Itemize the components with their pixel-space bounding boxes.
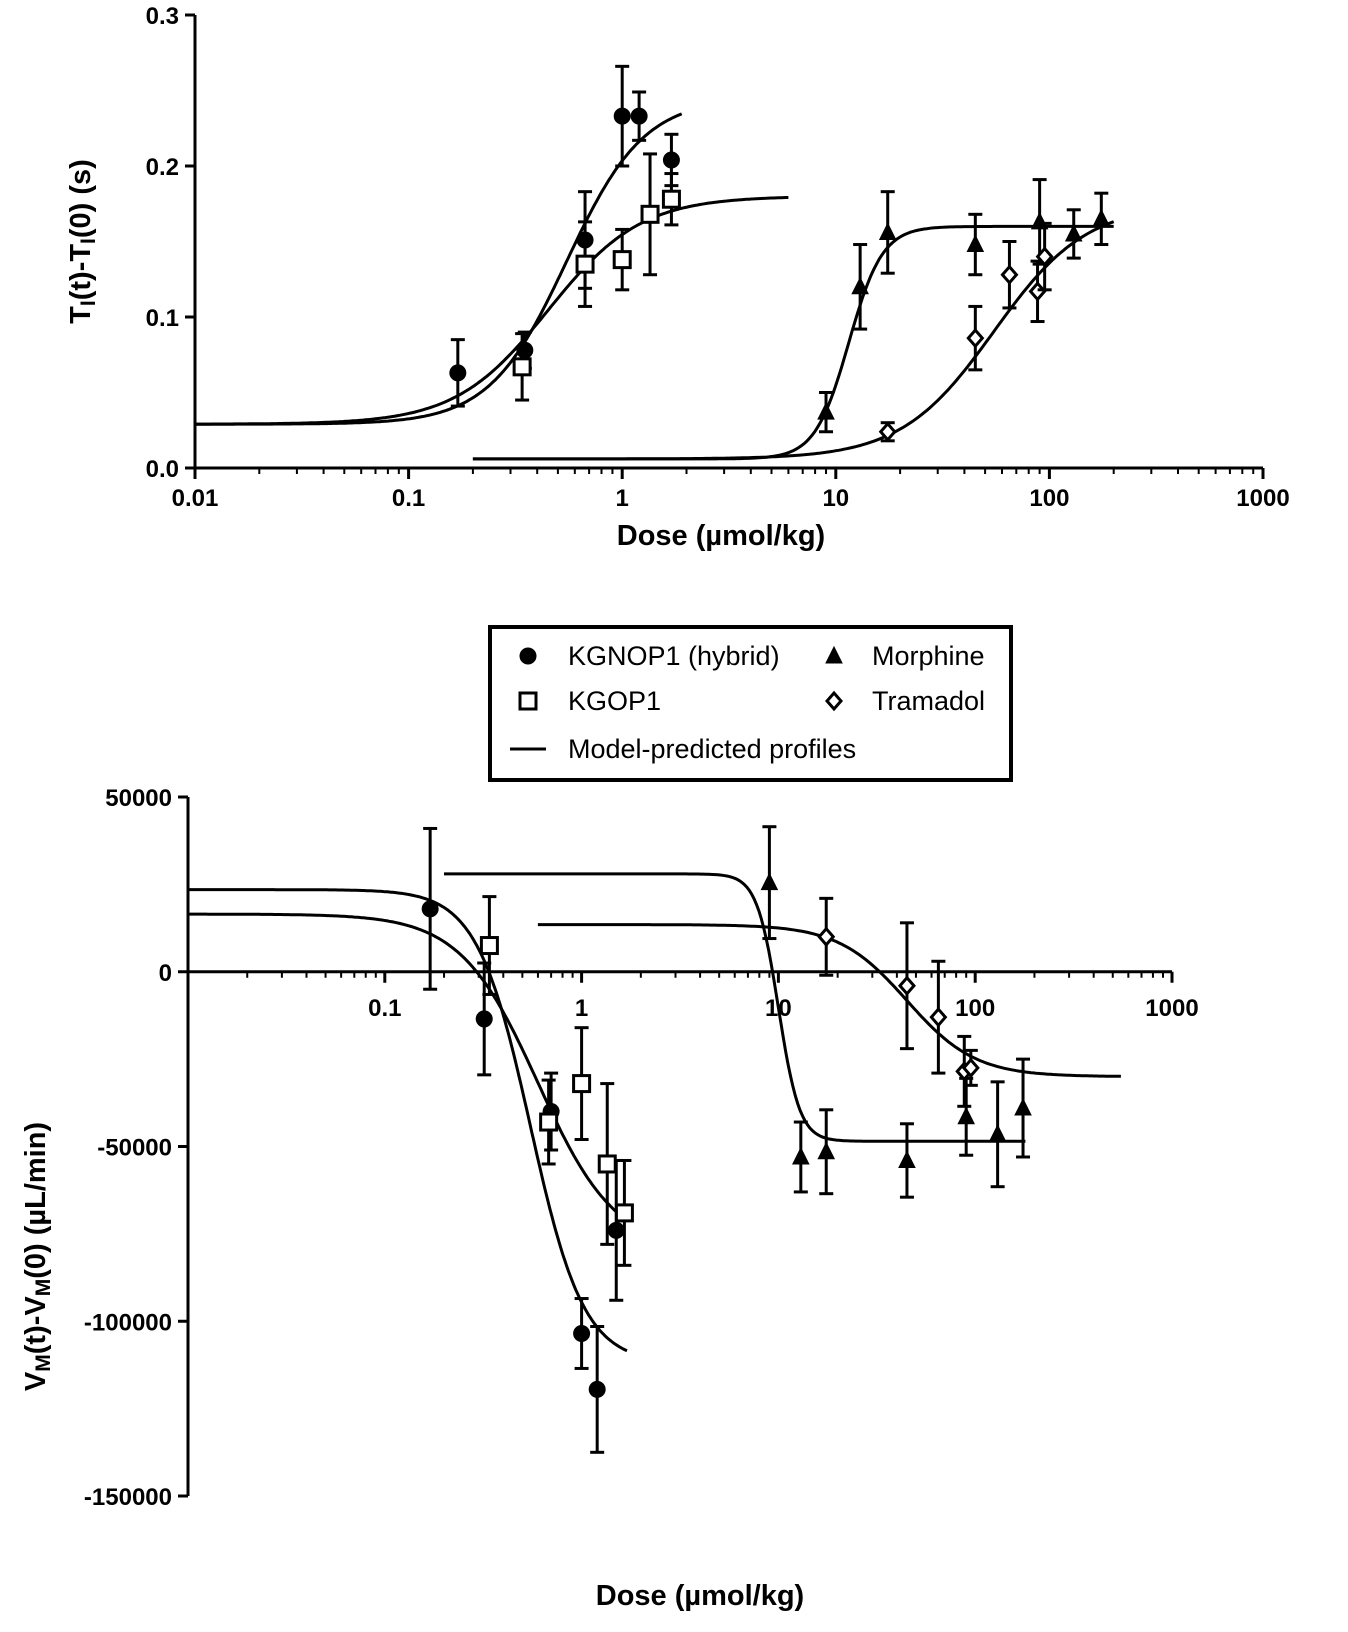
legend-label: KGOP1 (568, 686, 661, 716)
y-axis-title-part: (t)-T (65, 244, 97, 301)
top-fit-curve (195, 196, 789, 426)
bottom-data-point (898, 1150, 916, 1168)
top-fit-curve (472, 220, 1115, 461)
y-axis-title-part: I (77, 300, 100, 306)
legend-label: Model-predicted profiles (568, 734, 856, 764)
bottom-x-axis-title: Dose (µmol/kg) (596, 1580, 804, 1612)
bottom-data-point (817, 926, 836, 948)
top-data-point (1000, 264, 1019, 285)
top-data-point (662, 151, 680, 169)
bottom-x-tick-label: 1000 (1145, 995, 1198, 1022)
legend-marker (825, 645, 843, 664)
bottom-y-axis-title: VM(t)-VM(0) (µL/min) (20, 1122, 55, 1391)
y-axis-title-part: M (32, 1354, 55, 1372)
bottom-data-point (792, 1146, 810, 1165)
top-x-tick-label: 100 (1029, 485, 1069, 512)
legend-marker (518, 691, 538, 711)
bottom-data-point (479, 936, 499, 956)
top-data-point (575, 254, 595, 274)
y-axis-title-part: I (77, 238, 100, 244)
y-axis-title-part: (0) (µL/min) (20, 1122, 52, 1279)
top-data-point (1092, 208, 1111, 227)
bottom-data-point (597, 1154, 617, 1174)
top-x-tick-label: 0.01 (172, 485, 219, 512)
bottom-data-point (957, 1106, 976, 1125)
top-y-tick-label: 0.2 (146, 154, 179, 181)
top-data-point (516, 341, 534, 359)
legend-label: KGNOP1 (hybrid) (568, 641, 780, 671)
top-chart: 0.0 0.1 0.2 0.3 0.01 0.1 1 10 100 1000 Dose (µmol/… (65, 3, 1290, 552)
bottom-data-point (988, 1124, 1007, 1142)
bottom-data-point (421, 900, 439, 918)
y-axis-title-part: T (65, 306, 97, 324)
bottom-data-point (817, 1141, 836, 1160)
legend: KGNOP1 (hybrid) Morphine KGOP1 Tramadol Mode… (488, 625, 1013, 782)
top-data-point (966, 327, 985, 349)
top-fit-curve (195, 112, 683, 426)
top-data-point (512, 357, 532, 377)
legend-box (488, 625, 1013, 782)
y-axis-title-part: M (32, 1279, 55, 1297)
top-data-point (1035, 246, 1054, 267)
legend-label: Tramadol (872, 686, 985, 716)
top-x-tick-label: 1 (616, 485, 629, 512)
top-data-point (661, 189, 681, 209)
top-data-point (449, 364, 467, 382)
bottom-y-tick-label: 50000 (105, 785, 172, 812)
top-y-tick-label: 0.3 (146, 3, 179, 30)
top-y-axis-title: TI(t)-TI(0) (s) (65, 159, 100, 324)
bottom-y-tick-label: -150000 (84, 1484, 172, 1511)
top-data-point (817, 402, 835, 420)
top-data-point (966, 234, 985, 253)
bottom-fit-curve (537, 923, 1121, 1078)
top-data-point (613, 107, 631, 125)
bottom-data-point (760, 872, 779, 891)
top-x-tick-label: 10 (822, 485, 849, 512)
bottom-fit-curve (188, 912, 628, 1222)
bottom-data-point (1014, 1097, 1032, 1116)
bottom-data-point (961, 1057, 980, 1079)
top-data-point (1064, 223, 1083, 242)
bottom-data-point (475, 1010, 493, 1028)
top-data-point (640, 204, 660, 224)
bottom-x-tick-label: 100 (955, 995, 995, 1022)
bottom-y-tick-label: -100000 (84, 1309, 172, 1336)
bottom-data-point (897, 975, 916, 997)
y-axis-title-part: V (20, 1371, 52, 1391)
bottom-data-point (588, 1380, 606, 1398)
top-data-point (1028, 281, 1047, 302)
top-data-point (630, 107, 648, 125)
top-fit-curve (472, 224, 1114, 461)
bottom-data-point (607, 1221, 625, 1239)
top-x-tick-label: 1000 (1236, 485, 1289, 512)
top-data-point (878, 222, 897, 240)
bottom-fit-curve (188, 888, 628, 1353)
bottom-data-point (573, 1324, 591, 1342)
y-axis-title-part: (0) (s) (65, 159, 97, 238)
bottom-data-point (572, 1074, 592, 1094)
bottom-y-tick-label: 0 (159, 960, 172, 987)
top-x-axis-title: Dose (µmol/kg) (617, 520, 825, 552)
bottom-data-point (614, 1203, 634, 1223)
top-data-point (612, 250, 632, 270)
y-axis-title-part: (t)-V (20, 1296, 52, 1355)
top-x-tick-label: 0.1 (392, 485, 425, 512)
top-data-point (851, 276, 869, 295)
bottom-data-point (539, 1112, 559, 1132)
bottom-x-tick-label: 0.1 (368, 995, 401, 1022)
top-y-tick-label: 0.0 (146, 456, 179, 483)
bottom-fit-curve (444, 872, 1026, 1143)
top-data-point (878, 421, 897, 443)
legend-label: Morphine (872, 641, 985, 671)
bottom-x-tick-label: 1 (575, 995, 588, 1022)
bottom-y-tick-label: -50000 (97, 1135, 172, 1162)
top-y-tick-label: 0.1 (146, 305, 179, 332)
legend-marker (825, 690, 843, 712)
bottom-data-point (929, 1006, 948, 1028)
legend-marker (519, 647, 537, 665)
